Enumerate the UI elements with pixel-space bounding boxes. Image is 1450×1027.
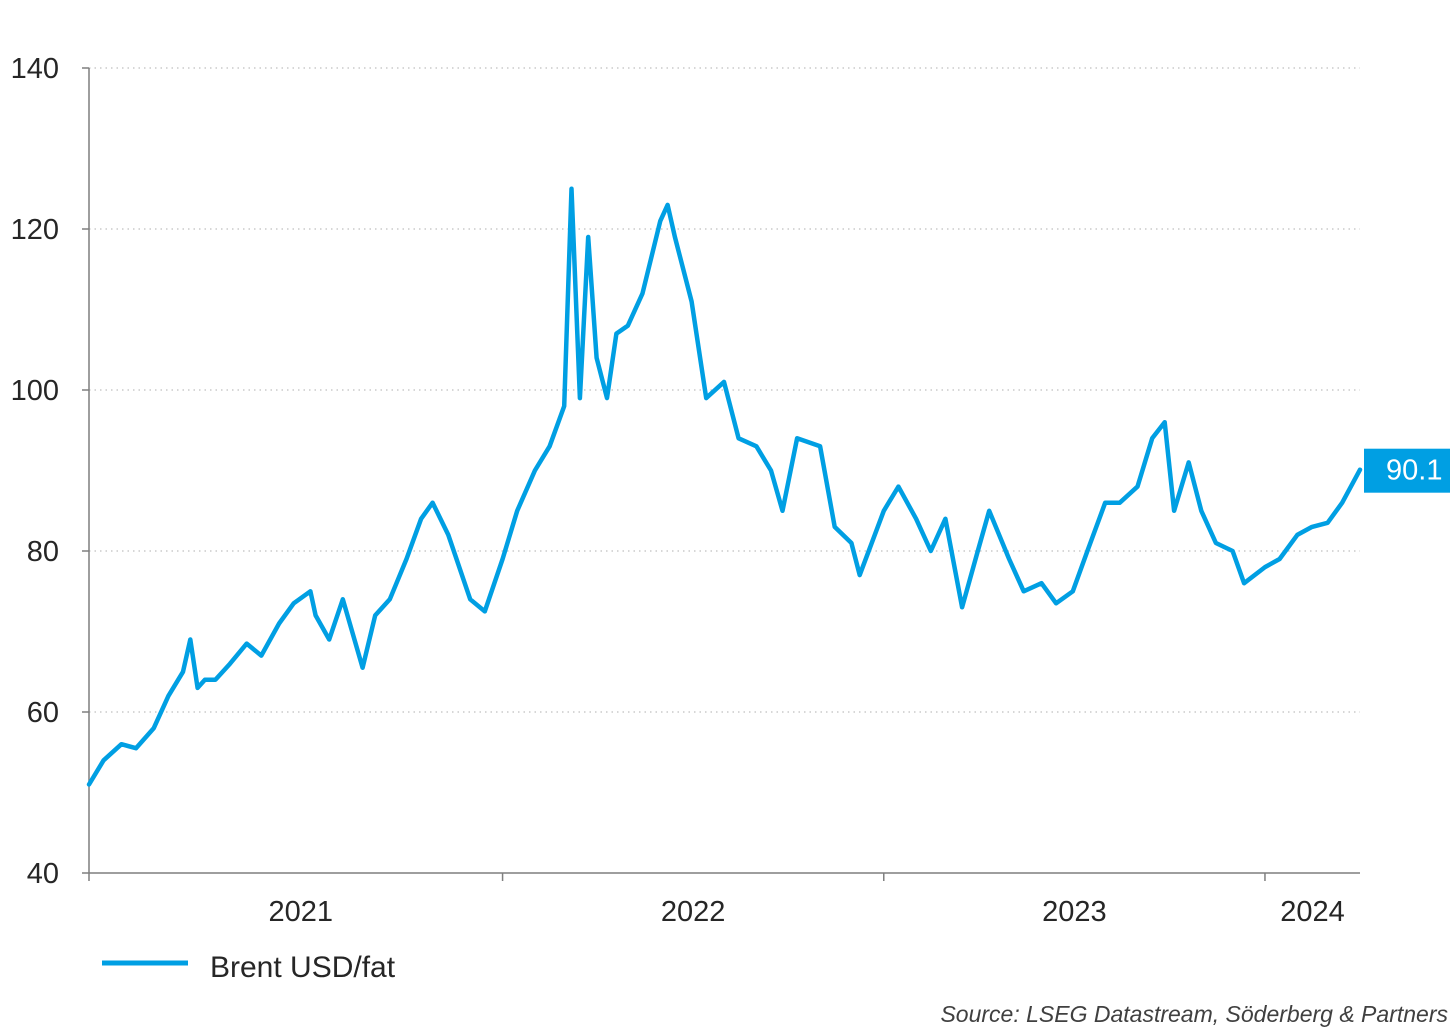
last-value-label: 90.1 <box>1386 455 1442 487</box>
x-tick-label: 2024 <box>1280 896 1345 928</box>
y-tick-label: 80 <box>27 536 59 568</box>
y-tick-label: 60 <box>27 697 59 729</box>
x-tick-label: 2023 <box>1042 896 1107 928</box>
x-axis-ticks: 2021 2022 2023 2024 <box>88 873 1345 928</box>
x-tick-label: 2021 <box>269 896 334 928</box>
series-line-brent <box>86 186 1363 787</box>
last-value-tag: 90.1 <box>1364 448 1450 493</box>
y-tick-label: 100 <box>11 375 59 407</box>
y-tick-label: 120 <box>11 214 59 246</box>
last-value-badge <box>1364 448 1450 493</box>
x-tick-label: 2022 <box>661 896 726 928</box>
legend-label: Brent USD/fat <box>210 951 396 984</box>
y-tick-label: 40 <box>27 858 59 890</box>
source-note: Source: LSEG Datastream, Söderberg & Par… <box>940 1001 1448 1027</box>
series-layer <box>86 186 1363 787</box>
y-tick-label: 140 <box>11 53 59 85</box>
legend: Brent USD/fat <box>102 951 396 984</box>
axes <box>88 68 1360 874</box>
y-axis-ticks: 40 60 80 100 120 140 <box>11 53 89 890</box>
